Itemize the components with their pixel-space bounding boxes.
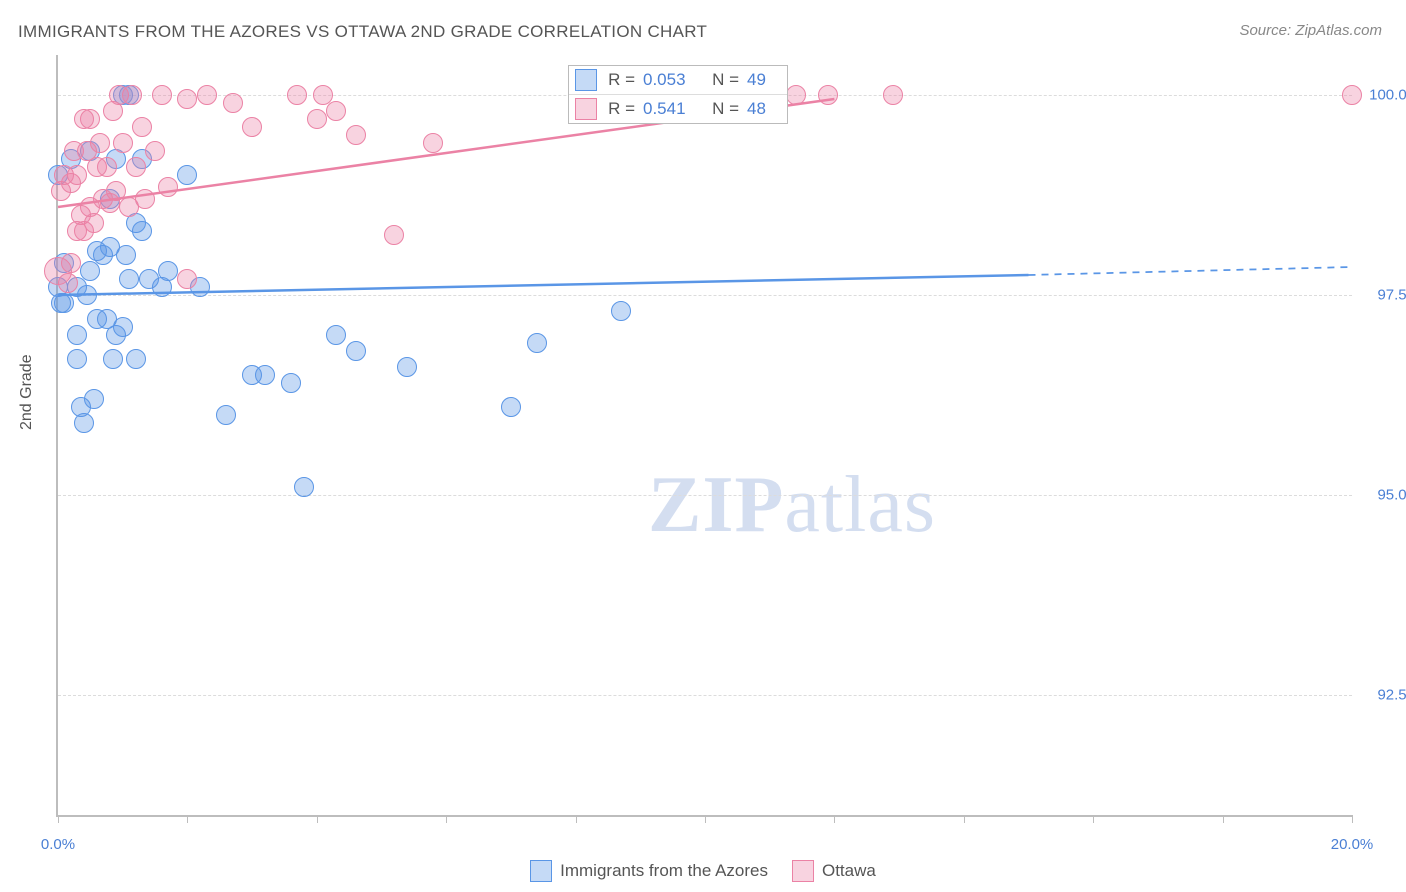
chart-plot-area: ZIPatlas 92.5%95.0%97.5%100.0% 0.0%20.0%… bbox=[56, 55, 1352, 817]
stat-n-label: N = bbox=[709, 70, 739, 90]
legend-label-ottawa: Ottawa bbox=[822, 861, 876, 881]
y-axis-label: 2nd Grade bbox=[18, 354, 36, 430]
legend-item-ottawa: Ottawa bbox=[792, 860, 876, 882]
stat-n-label: N = bbox=[709, 99, 739, 119]
x-tick bbox=[834, 815, 835, 823]
x-tick bbox=[187, 815, 188, 823]
swatch-pink bbox=[575, 98, 597, 120]
y-tick-label: 95.0% bbox=[1360, 487, 1406, 504]
stat-r-value-ottawa: 0.541 bbox=[643, 99, 701, 119]
stat-n-value-azores: 49 bbox=[747, 70, 777, 90]
stat-row-azores: R = 0.053 N = 49 bbox=[569, 66, 787, 94]
x-tick bbox=[58, 815, 59, 823]
x-tick bbox=[1093, 815, 1094, 823]
trendlines-svg bbox=[58, 55, 1352, 815]
legend-swatch-blue bbox=[530, 860, 552, 882]
chart-title: IMMIGRANTS FROM THE AZORES VS OTTAWA 2ND… bbox=[18, 22, 707, 42]
x-tick bbox=[1223, 815, 1224, 823]
stat-n-value-ottawa: 48 bbox=[747, 99, 777, 119]
y-tick-label: 100.0% bbox=[1360, 87, 1406, 104]
x-tick bbox=[705, 815, 706, 823]
chart-legend: Immigrants from the Azores Ottawa bbox=[0, 860, 1406, 882]
swatch-blue bbox=[575, 69, 597, 91]
trendline bbox=[58, 275, 1029, 295]
x-tick bbox=[576, 815, 577, 823]
x-tick bbox=[1352, 815, 1353, 823]
y-tick-label: 97.5% bbox=[1360, 287, 1406, 304]
legend-item-azores: Immigrants from the Azores bbox=[530, 860, 768, 882]
x-tick bbox=[446, 815, 447, 823]
trendline-extrapolated bbox=[1029, 267, 1353, 275]
chart-source: Source: ZipAtlas.com bbox=[1239, 22, 1382, 39]
x-tick bbox=[317, 815, 318, 823]
stat-row-ottawa: R = 0.541 N = 48 bbox=[569, 94, 787, 123]
stat-r-label: R = bbox=[605, 99, 635, 119]
x-tick-label: 0.0% bbox=[41, 836, 75, 853]
stat-r-value-azores: 0.053 bbox=[643, 70, 701, 90]
x-tick bbox=[964, 815, 965, 823]
correlation-stats-box: R = 0.053 N = 49 R = 0.541 N = 48 bbox=[568, 65, 788, 124]
legend-label-azores: Immigrants from the Azores bbox=[560, 861, 768, 881]
stat-r-label: R = bbox=[605, 70, 635, 90]
legend-swatch-pink bbox=[792, 860, 814, 882]
y-tick-label: 92.5% bbox=[1360, 687, 1406, 704]
x-tick-label: 20.0% bbox=[1331, 836, 1374, 853]
